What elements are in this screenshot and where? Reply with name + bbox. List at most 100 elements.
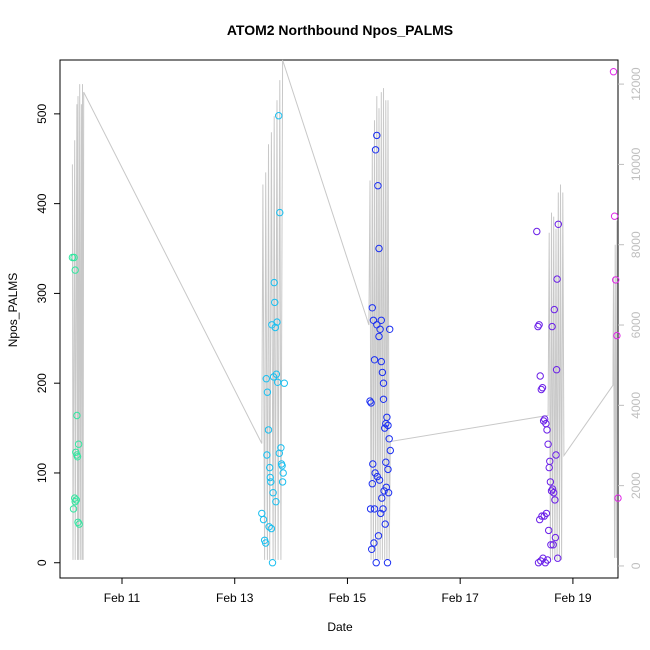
secondary-series-line <box>71 59 618 560</box>
data-point <box>382 458 390 466</box>
data-point <box>264 426 273 434</box>
data-point <box>384 465 392 474</box>
data-point <box>275 112 283 120</box>
x-axis-label: Date <box>327 620 353 634</box>
data-point <box>545 526 553 535</box>
data-point <box>278 478 287 486</box>
data-point <box>374 182 382 190</box>
data-point <box>368 304 376 312</box>
y2-tick-label: 10000 <box>629 147 643 181</box>
data-point <box>547 541 555 549</box>
data-point <box>539 554 547 562</box>
data-point <box>551 496 559 504</box>
data-point <box>374 532 383 540</box>
data-point <box>375 244 383 253</box>
data-point <box>379 395 388 403</box>
y2-tick-label: 8000 <box>629 231 643 258</box>
data-point <box>279 469 287 477</box>
data-point <box>553 275 561 283</box>
data-point <box>371 146 380 154</box>
y-tick-label: 0 <box>35 559 49 566</box>
data-point <box>545 463 553 472</box>
plot-frame <box>59 59 619 579</box>
data-point <box>368 480 376 488</box>
data-point <box>71 266 79 274</box>
y2-tick-label: 12000 <box>629 67 643 101</box>
data-point <box>263 388 272 396</box>
data-point <box>265 523 273 531</box>
x-tick-label: Feb 17 <box>442 591 480 605</box>
data-point <box>272 498 280 506</box>
y-tick-label: 500 <box>35 104 49 124</box>
data-point <box>378 494 386 502</box>
data-point <box>370 505 379 513</box>
y2-tick-label: 0 <box>629 562 643 569</box>
data-point <box>71 498 79 506</box>
data-point <box>380 487 388 495</box>
data-point <box>551 533 560 542</box>
y-tick-label: 300 <box>35 283 49 303</box>
data-point <box>375 476 384 484</box>
data-point <box>373 321 381 329</box>
data-point <box>550 305 558 314</box>
data-point <box>538 384 547 392</box>
data-point <box>75 520 83 528</box>
data-point <box>277 444 285 452</box>
chart-title: ATOM2 Northbound Npos_PALMS <box>227 22 453 38</box>
data-point <box>535 321 543 329</box>
y2-tick-label: 6000 <box>629 311 643 338</box>
data-point <box>613 331 621 340</box>
data-point <box>366 397 374 405</box>
data-point <box>384 489 393 497</box>
data-point <box>377 357 385 366</box>
data-point <box>69 505 78 513</box>
data-point <box>262 375 270 383</box>
data-point <box>383 413 391 421</box>
data-point <box>270 278 278 287</box>
data-point <box>277 460 286 468</box>
data-point <box>266 463 274 472</box>
data-point <box>273 318 281 326</box>
data-point <box>262 539 270 547</box>
data-point <box>384 421 392 430</box>
x-tick-label: Feb 15 <box>329 591 367 605</box>
data-point <box>271 298 279 307</box>
data-point <box>373 131 381 140</box>
data-point <box>272 370 281 378</box>
data-point <box>537 385 545 394</box>
y2-tick-label: 4000 <box>629 392 643 419</box>
data-point <box>266 473 274 482</box>
data-point <box>533 227 541 236</box>
data-point <box>378 368 387 377</box>
data-point <box>259 515 268 524</box>
data-point <box>369 460 377 468</box>
data-point <box>386 446 394 455</box>
data-point <box>379 379 388 387</box>
data-point <box>71 494 79 502</box>
data-point <box>370 539 378 547</box>
data-point <box>73 411 81 420</box>
data-point <box>534 322 542 331</box>
data-point <box>536 372 544 380</box>
x-tick-label: Feb 13 <box>216 591 254 605</box>
y-axis-label: Npos_PALMS <box>6 273 20 347</box>
data-point <box>543 556 552 564</box>
y-tick-label: 400 <box>35 193 49 213</box>
data-point <box>74 440 83 448</box>
data-point <box>543 426 551 434</box>
data-point <box>546 478 555 486</box>
data-point <box>547 487 556 495</box>
data-point <box>267 524 276 533</box>
data-point <box>371 469 379 477</box>
data-point <box>276 208 284 217</box>
data-point <box>369 316 378 324</box>
data-point <box>552 366 561 374</box>
data-point <box>612 276 620 284</box>
data-point <box>267 478 275 486</box>
data-point <box>548 485 557 493</box>
data-point <box>72 496 81 504</box>
data-point <box>554 554 562 562</box>
data-point <box>269 489 277 497</box>
